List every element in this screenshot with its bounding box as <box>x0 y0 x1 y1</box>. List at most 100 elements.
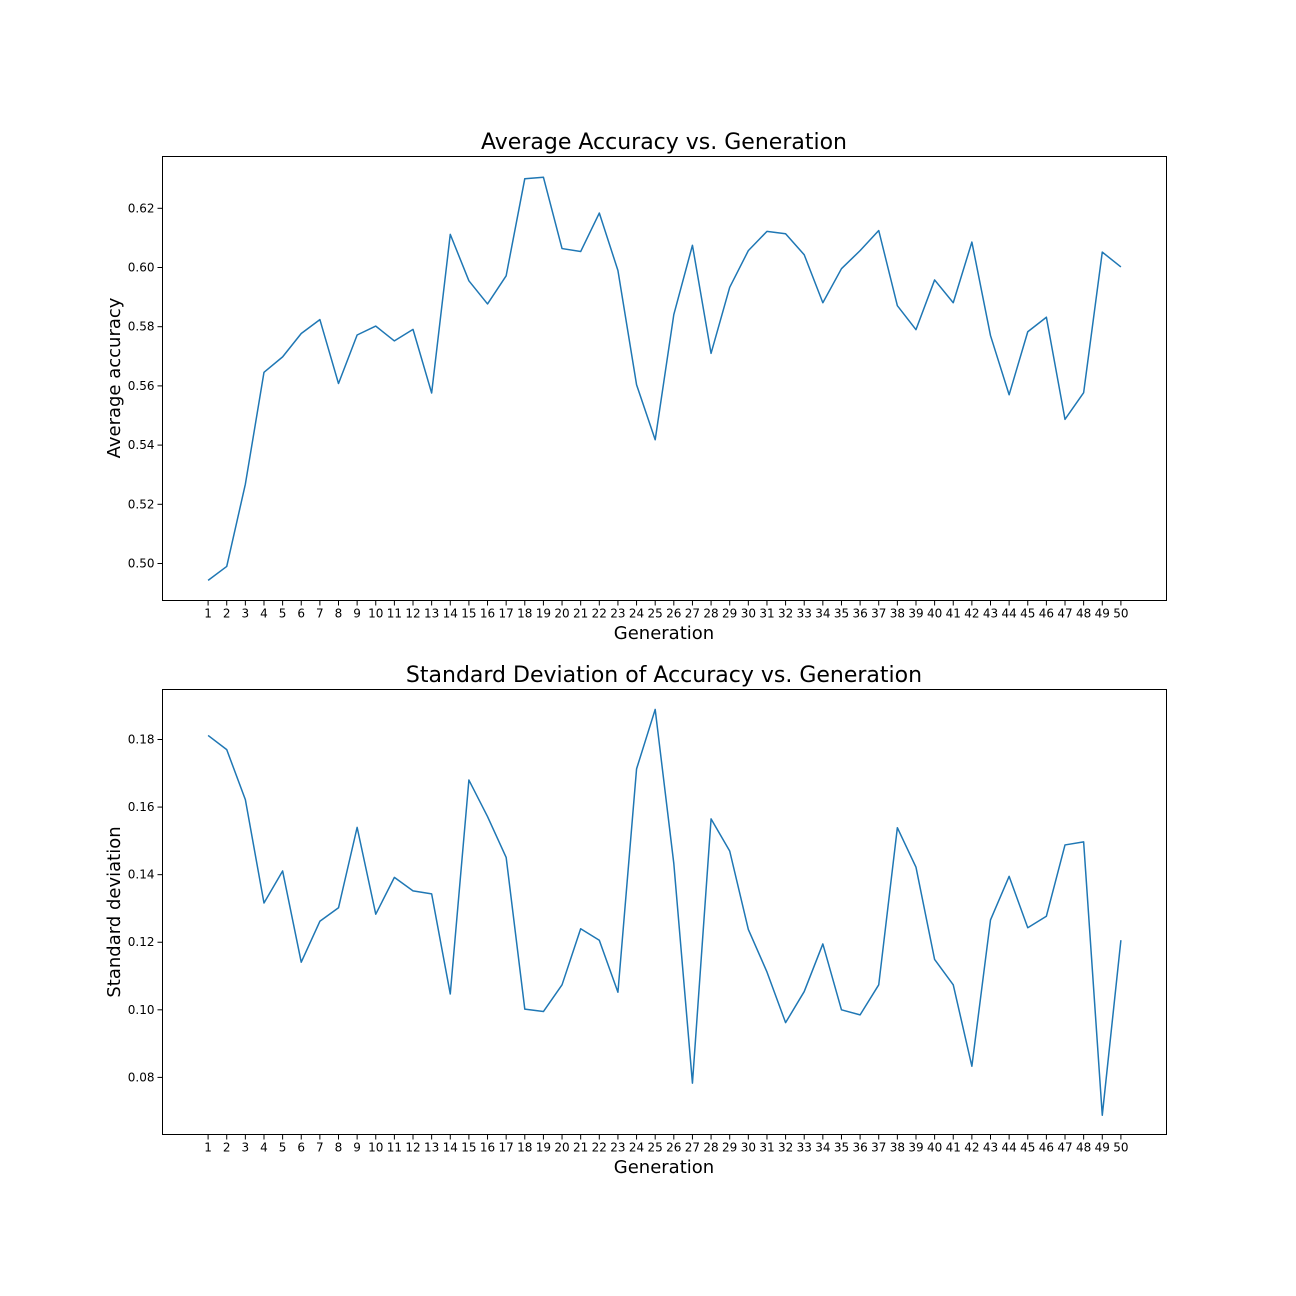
y-tick-label: 0.60 <box>128 261 155 275</box>
y-axis-label: Average accuracy <box>104 297 125 458</box>
x-tick-label: 20 <box>554 607 569 621</box>
x-tick-label: 6 <box>297 607 305 621</box>
ticks: 1 2 3 4 5 6 7 8 9 10 11 12 13 14 15 16 17 18 19 20 21 22 23 24 2… <box>128 201 1129 620</box>
x-tick-label: 27 <box>685 607 700 621</box>
x-tick-label: 43 <box>983 607 998 621</box>
x-tick-label: 47 <box>1057 1141 1072 1155</box>
chart-title: Average Accuracy vs. Generation <box>481 130 847 155</box>
x-tick-label: 8 <box>335 607 343 621</box>
y-tick-label: 0.18 <box>128 733 155 747</box>
x-tick-label: 2 <box>223 607 231 621</box>
x-tick-label: 16 <box>480 607 495 621</box>
x-tick-label: 24 <box>629 607 644 621</box>
x-tick-label: 49 <box>1095 607 1110 621</box>
x-tick-label: 28 <box>703 607 718 621</box>
x-tick-label: 27 <box>685 1141 700 1155</box>
x-tick-label: 34 <box>815 1141 830 1155</box>
x-tick-label: 34 <box>815 607 830 621</box>
x-tick-label: 17 <box>499 607 514 621</box>
x-tick-label: 45 <box>1020 607 1035 621</box>
std-dev-chart: Standard Deviation of Accuracy vs. Gener… <box>104 663 1167 1178</box>
x-axis-label: Generation <box>614 1157 714 1178</box>
x-tick-label: 43 <box>983 1141 998 1155</box>
x-tick-label: 47 <box>1057 607 1072 621</box>
y-tick-label: 0.14 <box>128 868 155 882</box>
x-tick-label: 13 <box>424 1141 439 1155</box>
x-tick-label: 32 <box>778 1141 793 1155</box>
x-tick-label: 31 <box>759 1141 774 1155</box>
y-tick-label: 0.08 <box>128 1070 155 1084</box>
x-tick-label: 50 <box>1113 607 1128 621</box>
x-tick-label: 50 <box>1113 1141 1128 1155</box>
x-tick-label: 39 <box>908 1141 923 1155</box>
x-tick-label: 14 <box>443 607 458 621</box>
x-tick-label: 33 <box>797 607 812 621</box>
x-tick-label: 35 <box>834 607 849 621</box>
y-tick-label: 0.12 <box>128 935 155 949</box>
x-tick-label: 12 <box>405 607 420 621</box>
x-tick-label: 9 <box>353 607 361 621</box>
x-tick-label: 31 <box>759 607 774 621</box>
x-tick-label: 26 <box>666 1141 681 1155</box>
x-tick-label: 19 <box>536 607 551 621</box>
x-tick-label: 10 <box>368 607 383 621</box>
plot-frame <box>162 156 1167 601</box>
x-tick-label: 13 <box>424 607 439 621</box>
x-tick-label: 6 <box>297 1141 305 1155</box>
x-tick-label: 19 <box>536 1141 551 1155</box>
x-tick-label: 1 <box>204 607 212 621</box>
x-tick-label: 4 <box>260 607 268 621</box>
x-axis-label: Generation <box>614 623 714 644</box>
x-tick-label: 11 <box>387 1141 402 1155</box>
series-line <box>207 176 1122 581</box>
x-tick-label: 7 <box>316 1141 324 1155</box>
x-tick-label: 38 <box>890 607 905 621</box>
x-tick-label: 48 <box>1076 607 1091 621</box>
x-tick-label: 35 <box>834 1141 849 1155</box>
x-tick-label: 26 <box>666 607 681 621</box>
x-tick-label: 23 <box>610 1141 625 1155</box>
x-tick-label: 46 <box>1039 607 1054 621</box>
x-tick-label: 22 <box>592 1141 607 1155</box>
y-tick-label: 0.50 <box>128 557 155 571</box>
x-tick-label: 36 <box>852 1141 867 1155</box>
x-tick-label: 14 <box>443 1141 458 1155</box>
x-tick-label: 20 <box>554 1141 569 1155</box>
x-tick-label: 46 <box>1039 1141 1054 1155</box>
x-tick-label: 36 <box>852 607 867 621</box>
x-tick-label: 1 <box>204 1141 212 1155</box>
x-tick-label: 2 <box>223 1141 231 1155</box>
x-tick-label: 11 <box>387 607 402 621</box>
x-tick-label: 23 <box>610 607 625 621</box>
x-tick-label: 40 <box>927 1141 942 1155</box>
x-tick-label: 24 <box>629 1141 644 1155</box>
x-tick-label: 29 <box>722 607 737 621</box>
accuracy-chart: Average Accuracy vs. Generation Generati… <box>104 130 1167 644</box>
x-tick-label: 10 <box>368 1141 383 1155</box>
x-tick-label: 21 <box>573 607 588 621</box>
x-tick-label: 41 <box>946 1141 961 1155</box>
x-tick-label: 3 <box>242 1141 250 1155</box>
x-tick-label: 40 <box>927 607 942 621</box>
x-tick-label: 4 <box>260 1141 268 1155</box>
x-tick-label: 25 <box>648 607 663 621</box>
x-tick-label: 17 <box>499 1141 514 1155</box>
y-tick-label: 0.16 <box>128 800 155 814</box>
x-tick-label: 5 <box>279 607 287 621</box>
x-tick-label: 29 <box>722 1141 737 1155</box>
x-tick-label: 42 <box>964 1141 979 1155</box>
x-tick-label: 32 <box>778 607 793 621</box>
x-tick-label: 30 <box>741 607 756 621</box>
x-tick-label: 8 <box>335 1141 343 1155</box>
x-tick-label: 48 <box>1076 1141 1091 1155</box>
x-tick-label: 39 <box>908 607 923 621</box>
x-tick-label: 3 <box>242 607 250 621</box>
x-tick-label: 42 <box>964 607 979 621</box>
x-tick-label: 38 <box>890 1141 905 1155</box>
y-tick-label: 0.58 <box>128 320 155 334</box>
x-tick-label: 7 <box>316 607 324 621</box>
x-tick-label: 30 <box>741 1141 756 1155</box>
plot-frame <box>162 689 1167 1135</box>
y-tick-label: 0.62 <box>128 201 155 215</box>
ticks: 1 2 3 4 5 6 7 8 9 10 11 12 13 14 15 16 17 18 19 20 21 22 23 24 2… <box>128 733 1129 1155</box>
